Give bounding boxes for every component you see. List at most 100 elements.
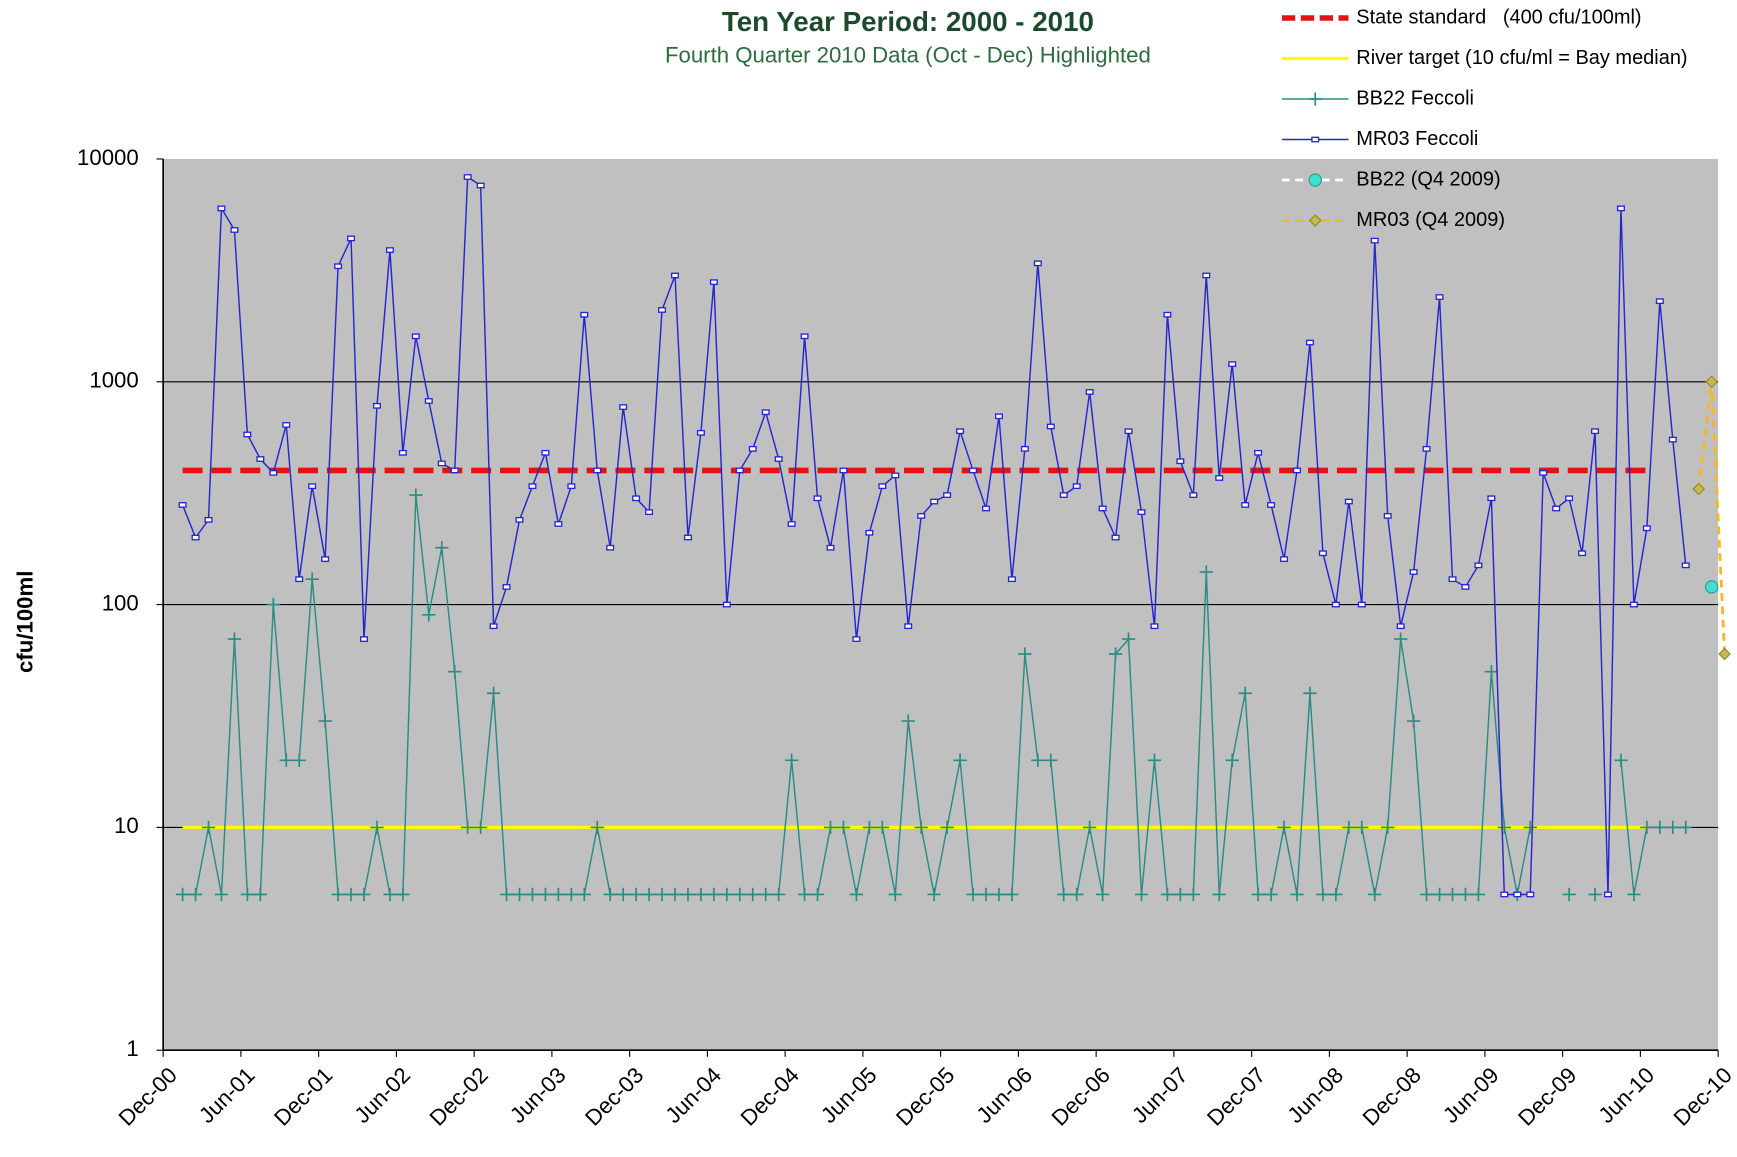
marker <box>1225 753 1239 767</box>
marker <box>748 445 757 452</box>
marker <box>269 469 278 476</box>
marker <box>1681 562 1690 569</box>
marker <box>927 887 941 902</box>
marker <box>901 714 915 728</box>
marker <box>357 887 371 902</box>
marker <box>746 887 760 902</box>
marker <box>1150 623 1159 630</box>
marker <box>839 467 848 474</box>
marker <box>1370 237 1379 244</box>
marker <box>1445 887 1460 902</box>
marker <box>709 279 718 286</box>
marker <box>1280 556 1289 562</box>
marker <box>632 495 641 502</box>
marker <box>1215 475 1224 481</box>
marker <box>463 174 472 180</box>
marker <box>1344 498 1353 505</box>
marker <box>943 492 952 498</box>
marker <box>891 472 900 479</box>
marker <box>1355 820 1369 835</box>
marker <box>1134 887 1149 902</box>
marker <box>512 887 527 902</box>
marker <box>1007 576 1016 583</box>
marker <box>1251 887 1265 902</box>
marker <box>372 402 381 409</box>
marker <box>1591 428 1600 435</box>
marker <box>956 428 965 435</box>
y-axis-label: cfu/100ml <box>12 571 37 673</box>
marker <box>1083 820 1097 835</box>
marker <box>683 534 692 541</box>
marker <box>1098 505 1107 512</box>
marker <box>1627 887 1641 902</box>
marker <box>1160 887 1175 902</box>
marker <box>645 509 654 516</box>
marker <box>396 887 410 902</box>
marker <box>383 887 397 902</box>
marker <box>1666 820 1680 835</box>
marker <box>1044 753 1058 767</box>
marker <box>486 686 501 700</box>
marker <box>476 182 485 189</box>
marker <box>489 623 498 630</box>
marker <box>1290 887 1304 902</box>
marker <box>694 887 708 902</box>
marker <box>606 544 615 551</box>
legend-label: BB22 Feccoli <box>1356 87 1474 109</box>
marker <box>1199 565 1213 579</box>
marker <box>188 887 203 902</box>
marker <box>1679 820 1693 835</box>
marker <box>243 431 252 438</box>
marker <box>1484 664 1499 679</box>
marker <box>655 887 669 902</box>
marker <box>940 820 954 835</box>
marker <box>720 887 734 902</box>
marker <box>1461 584 1470 590</box>
marker <box>875 820 889 835</box>
marker <box>1642 525 1651 532</box>
x-tick-label: Dec-04 <box>736 1062 804 1130</box>
marker <box>308 483 317 490</box>
marker <box>435 541 449 555</box>
marker <box>1173 887 1188 902</box>
marker <box>499 887 514 902</box>
legend-label: MR03 Feccoli <box>1356 128 1478 150</box>
marker <box>282 422 291 428</box>
marker <box>735 467 744 474</box>
marker <box>590 820 604 835</box>
marker <box>1318 550 1327 557</box>
marker <box>1329 887 1343 902</box>
marker <box>411 333 420 340</box>
marker <box>424 398 433 404</box>
x-tick-label: Dec-08 <box>1358 1062 1426 1130</box>
marker <box>1095 887 1110 902</box>
marker <box>422 608 436 622</box>
marker <box>409 488 423 502</box>
marker <box>707 887 721 902</box>
marker <box>360 636 369 642</box>
marker <box>204 516 213 523</box>
marker <box>1616 205 1625 212</box>
marker <box>1552 505 1561 512</box>
marker <box>344 887 358 902</box>
marker <box>1277 820 1291 835</box>
marker <box>603 887 617 902</box>
marker <box>1308 214 1322 227</box>
x-tick-label: Dec-01 <box>269 1062 337 1130</box>
marker <box>852 636 861 642</box>
marker <box>1137 509 1146 516</box>
x-tick-label: Dec-09 <box>1513 1062 1581 1130</box>
marker <box>1357 601 1366 608</box>
x-tick-label: Dec-03 <box>580 1062 648 1130</box>
marker <box>1513 891 1522 898</box>
marker <box>733 887 747 902</box>
marker <box>1108 647 1123 661</box>
marker <box>321 556 330 562</box>
marker <box>214 887 229 902</box>
x-tick-label: Dec-07 <box>1202 1062 1270 1130</box>
marker <box>1422 445 1431 452</box>
marker <box>969 467 978 474</box>
marker <box>994 413 1003 420</box>
marker <box>1458 887 1473 902</box>
